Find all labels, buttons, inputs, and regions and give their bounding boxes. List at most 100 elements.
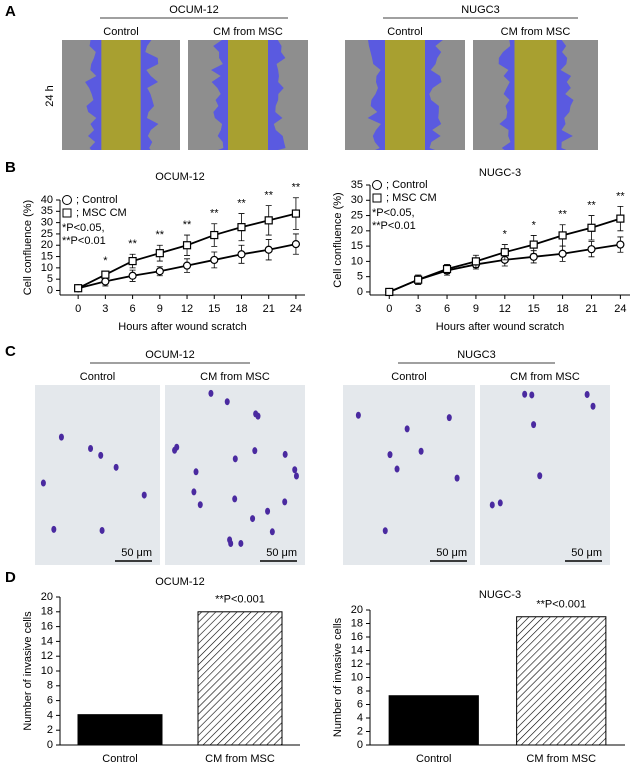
invaded-cell [232,455,238,463]
x-tick-label: 12 [499,303,511,315]
legend-marker [62,195,72,205]
invaded-cell [382,527,388,535]
invaded-cell [355,411,361,419]
x-tick-label: CM from MSC [205,753,275,765]
invaded-cell [98,451,104,459]
x-tick-label: 24 [614,303,626,315]
bar [388,695,479,746]
y-tick-label: 20 [41,591,53,603]
chart-title: NUGC-3 [479,167,521,179]
y-tick-label: 10 [41,262,53,274]
significance: ** [292,182,301,194]
x-tick-label: 18 [556,303,568,315]
panel-label: D [5,569,16,586]
marker [414,275,423,284]
group-title: OCUM-12 [169,4,219,16]
bar [77,714,163,746]
invaded-cell [418,447,424,455]
legend-marker [372,193,382,203]
wound-area [385,40,425,150]
condition-label: CM from MSC [501,26,571,38]
invaded-cell [224,398,230,406]
y-tick-label: 12 [41,650,53,662]
x-tick-label: 18 [235,303,247,315]
marker [616,214,625,223]
y-tick-label: 4 [47,709,53,721]
marker [182,261,192,270]
invaded-cell [522,390,528,398]
invaded-cell [208,389,214,397]
invaded-cell [197,501,203,509]
scale-bar-label: 50 μm [436,547,467,559]
invasion-image [343,385,475,565]
marker [587,223,596,232]
marker [500,248,509,257]
legend-label: ; MSC CM [76,207,127,219]
marker [210,255,219,265]
invaded-cell [141,491,147,499]
y-tick-label: 4 [357,712,363,724]
y-tick-label: 0 [47,739,53,751]
y-axis-label: Number of invasive cells [22,611,34,731]
cell-front [85,40,102,150]
marker [558,249,567,258]
x-tick-label: 6 [444,303,450,315]
legend-marker [372,180,382,190]
y-tick-label: 35 [41,205,53,217]
invaded-cell [51,525,57,533]
x-tick-label: 0 [386,303,392,315]
y-tick-label: 20 [351,604,363,616]
x-tick-label: CM from MSC [526,753,596,765]
invasion-image [35,385,160,565]
annotation: **P<0.001 [215,594,265,606]
y-tick-label: 5 [357,271,363,283]
marker [128,256,137,266]
scale-bar-label: 50 μm [571,547,602,559]
wound-area [514,40,557,150]
invaded-cell [250,515,256,523]
significance: ** [128,238,137,250]
legend-marker [62,208,72,218]
marker [210,230,219,240]
invasion-image [165,385,305,565]
marker [101,270,110,279]
x-tick-label: 15 [208,303,220,315]
y-tick-label: 18 [351,617,363,629]
marker [291,209,301,218]
y-tick-label: 18 [41,606,53,618]
y-tick-label: 0 [357,286,363,298]
x-tick-label: 15 [528,303,540,315]
y-tick-label: 30 [41,217,53,229]
marker [155,267,164,276]
x-tick-label: 3 [102,303,108,315]
invaded-cell [99,526,105,534]
cell-front [268,40,286,150]
invaded-cell [252,447,258,455]
invaded-cell [387,451,393,459]
cell-front [498,40,515,150]
invaded-cell [238,539,244,547]
cell-front [140,40,159,150]
cell-front [425,40,443,150]
y-tick-label: 15 [41,250,53,262]
invaded-cell [172,446,178,454]
cell-front [211,40,228,150]
cell-front [556,40,574,150]
y-tick-label: 8 [47,680,53,692]
invaded-cell [590,402,596,410]
significance: ** [183,219,192,231]
condition-label: CM from MSC [213,26,283,38]
invasion-image [480,385,610,565]
note: **P<0.01 [62,235,106,247]
marker [74,284,83,293]
marker [616,240,625,249]
invaded-cell [394,465,400,473]
marker [237,223,246,232]
group-title: NUGC3 [457,349,496,361]
x-tick-label: 3 [415,303,421,315]
scale-bar-label: 50 μm [121,547,152,559]
invaded-cell [489,501,495,509]
y-tick-label: 30 [351,194,363,206]
panel-label: B [5,159,16,176]
